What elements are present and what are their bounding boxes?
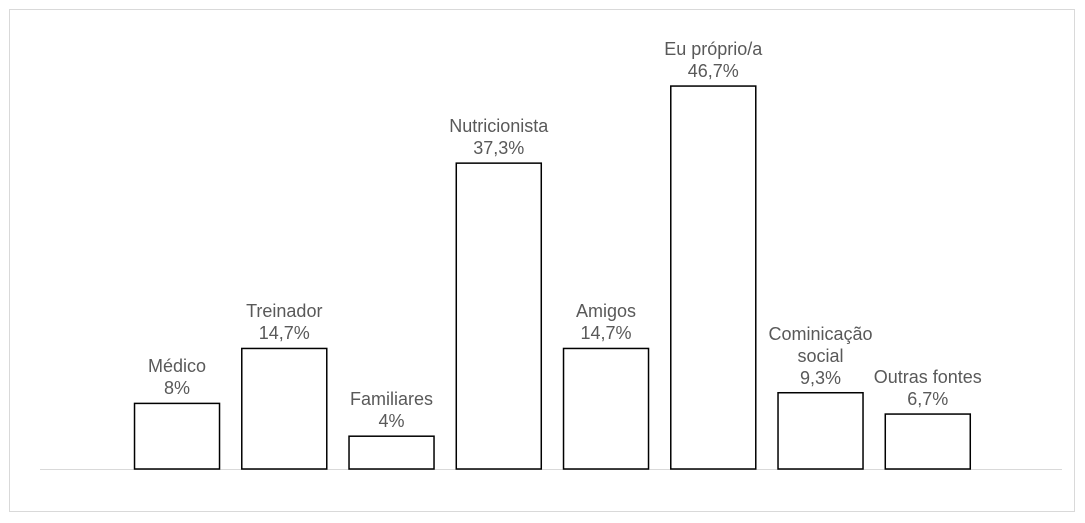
data-label: Eu próprio/a 46,7% (643, 38, 783, 82)
data-label: Amigos 14,7% (536, 300, 676, 344)
bar (884, 413, 972, 470)
bar (348, 435, 435, 470)
data-label: Outras fontes 6,7% (858, 366, 998, 410)
bar (241, 347, 328, 470)
category-label: Médico (148, 356, 207, 377)
data-label: Treinador 14,7% (214, 300, 354, 344)
data-label: Médico 8% (107, 355, 247, 399)
bar (670, 85, 757, 470)
category-label: Outras fontes (873, 367, 982, 388)
value-label: 9,3% (800, 367, 842, 388)
value-label: 4% (378, 411, 405, 432)
data-label: Nutricionista 37,3% (429, 115, 569, 159)
value-label: 14,7% (580, 323, 632, 344)
bar (455, 162, 543, 470)
bar (777, 391, 864, 470)
category-label: Eu próprio/a (664, 39, 763, 60)
value-label: 6,7% (907, 389, 949, 410)
value-label: 46,7% (687, 61, 739, 82)
bar (562, 347, 650, 470)
category-label: Familiares (350, 389, 434, 410)
data-label: Cominicação social 9,3% (751, 323, 891, 389)
chart-frame (9, 9, 1075, 512)
category-label: Nutricionista (449, 116, 549, 137)
bar (133, 402, 221, 470)
value-label: 37,3% (473, 138, 525, 159)
value-label: 8% (164, 378, 191, 399)
value-label: 14,7% (258, 323, 310, 344)
category-label: Treinador (246, 301, 323, 322)
category-label: Cominicação social (768, 323, 873, 366)
category-label: Amigos (576, 301, 637, 322)
data-label: Familiares 4% (322, 388, 462, 432)
